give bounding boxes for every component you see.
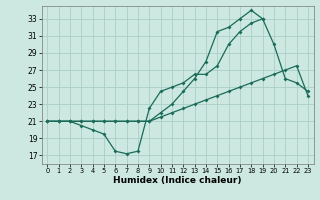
X-axis label: Humidex (Indice chaleur): Humidex (Indice chaleur) — [113, 176, 242, 185]
